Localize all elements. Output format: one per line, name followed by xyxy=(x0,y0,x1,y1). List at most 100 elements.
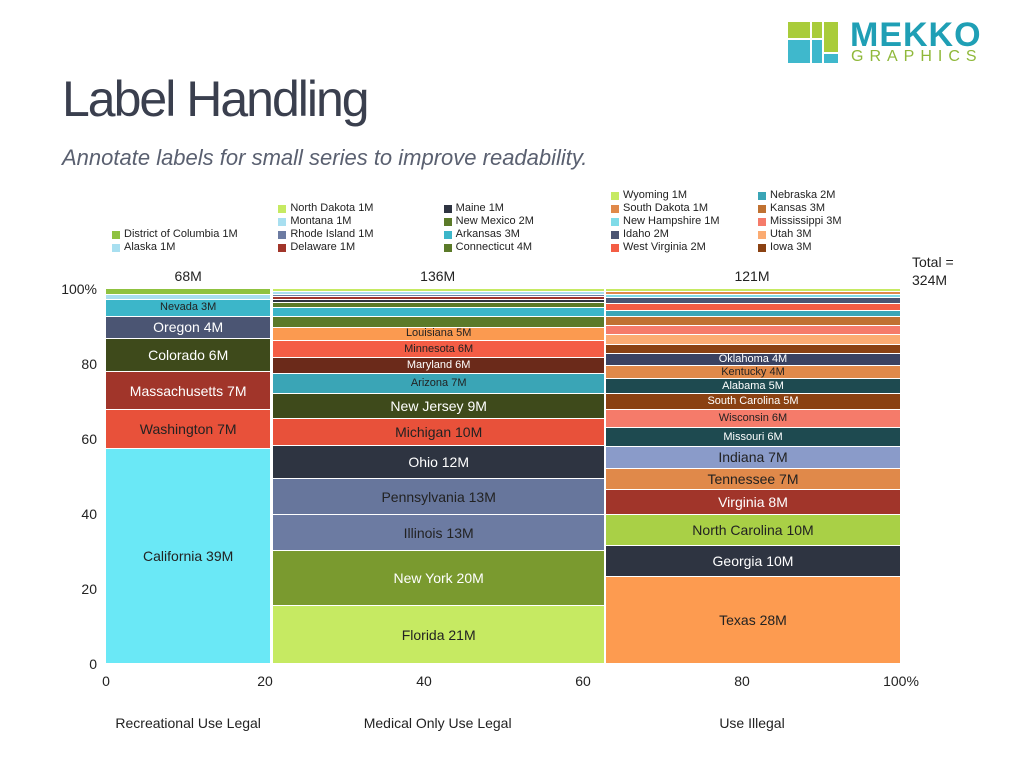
annotation-label: Kansas 3M xyxy=(770,202,826,214)
y-tick-label: 80 xyxy=(81,356,97,372)
segment-label: Oklahoma 4M xyxy=(718,354,788,366)
series-color-swatch xyxy=(758,191,766,200)
segment-label: Indiana 7M xyxy=(718,449,788,466)
small-series-annotation: Wyoming 1M xyxy=(611,189,687,202)
small-series-annotation: New Hampshire 1M xyxy=(611,215,720,228)
mekko-chart: California 39M Washington 7M Massachusetts… xyxy=(106,289,901,664)
small-series-annotation: Montana 1M xyxy=(278,215,351,228)
small-series-annotation: Delaware 1M xyxy=(278,241,355,254)
segment-texas: Texas 28M xyxy=(606,577,900,664)
segment-colorado: Colorado 6M xyxy=(106,338,271,372)
segment-minnesota: Minnesota 6M xyxy=(273,341,604,358)
segment-label: Colorado 6M xyxy=(148,346,229,363)
segment-kansas xyxy=(606,316,900,327)
x-tick-label: 0 xyxy=(102,673,110,689)
x-tick-label: 100% xyxy=(883,673,919,689)
column-category-label: Recreational Use Legal xyxy=(115,715,261,731)
annotation-label: Nebraska 2M xyxy=(770,189,836,201)
small-series-annotation: Nebraska 2M xyxy=(758,189,835,202)
series-color-swatch xyxy=(112,243,120,252)
small-series-annotation: Maine 1M xyxy=(443,202,504,215)
y-tick-label: 0 xyxy=(89,656,97,672)
column-total: 136M xyxy=(420,268,456,284)
segment-pennsylvania: Pennsylvania 13M xyxy=(273,479,604,516)
segment-label: Wisconsin 6M xyxy=(718,412,788,425)
segment-south-carolina: South Carolina 5M xyxy=(606,394,900,410)
annotation-label: New Mexico 2M xyxy=(455,215,534,227)
segment-label: New Jersey 9M xyxy=(390,397,487,414)
segment-iowa xyxy=(606,344,900,355)
segment-label: Georgia 10M xyxy=(712,553,794,570)
mekko-graphics-logo: MEKKO GRAPHICS xyxy=(788,16,998,65)
y-tick-label: 60 xyxy=(81,431,97,447)
segment-label: Louisiana 5M xyxy=(405,327,472,340)
annotation-label: Connecticut 4M xyxy=(455,241,533,253)
segment-louisiana: Louisiana 5M xyxy=(273,327,604,342)
y-tick-label: 40 xyxy=(81,506,97,522)
segment-montana xyxy=(273,291,604,295)
series-color-swatch xyxy=(278,217,287,226)
segment-label: Pennsylvania 13M xyxy=(381,488,496,505)
segment-florida: Florida 21M xyxy=(273,606,604,664)
segment-label: Kentucky 4M xyxy=(721,366,785,378)
segment-nevada: Nevada 3M xyxy=(106,300,271,317)
segment-label: North Carolina 10M xyxy=(692,522,814,539)
segment-nebraska xyxy=(606,310,900,317)
segment-label: California 39M xyxy=(143,547,234,564)
segment-label: Michigan 10M xyxy=(395,423,483,440)
segment-massachusetts: Massachusetts 7M xyxy=(106,371,271,411)
segment-label: Minnesota 6M xyxy=(404,342,474,355)
small-series-annotation: Alaska 1M xyxy=(112,241,175,254)
annotation-label: Rhode Island 1M xyxy=(290,228,374,240)
segment-rhode-island xyxy=(273,294,604,298)
small-series-annotation: District of Columbia 1M xyxy=(112,228,238,241)
series-color-swatch xyxy=(278,204,287,213)
small-series-annotation: New Mexico 2M xyxy=(443,215,534,228)
segment-virginia: Virginia 8M xyxy=(606,490,900,516)
series-color-swatch xyxy=(278,230,287,239)
small-series-annotation: West Virginia 2M xyxy=(611,241,706,254)
annotation-label: Utah 3M xyxy=(770,228,812,240)
small-series-annotation: Rhode Island 1M xyxy=(278,228,374,241)
segment-connecticut xyxy=(273,316,604,328)
annotation-label: North Dakota 1M xyxy=(290,202,374,214)
column-total: 121M xyxy=(734,268,770,284)
segment-label: Ohio 12M xyxy=(408,454,470,471)
series-color-swatch xyxy=(112,230,120,239)
segment-label: Oregon 4M xyxy=(153,319,224,336)
segment-alabama: Alabama 5M xyxy=(606,378,900,395)
segment-label: Maryland 6M xyxy=(406,359,471,372)
small-series-annotation: Mississippi 3M xyxy=(758,215,842,228)
segment-label: Florida 21M xyxy=(401,626,476,643)
segment-label: Missouri 6M xyxy=(723,430,783,443)
column-total: 68M xyxy=(174,268,202,284)
series-color-swatch xyxy=(611,217,619,226)
series-color-swatch xyxy=(443,243,452,252)
small-series-annotation: Connecticut 4M xyxy=(443,241,533,254)
series-color-swatch xyxy=(611,230,619,239)
segment-tennessee: Tennessee 7M xyxy=(606,468,900,491)
logo-text-graphics: GRAPHICS xyxy=(851,48,983,65)
series-color-swatch xyxy=(611,204,619,213)
segment-oklahoma: Oklahoma 4M xyxy=(606,354,900,367)
x-tick-label: 40 xyxy=(416,673,432,689)
total-value: 324M xyxy=(912,272,948,288)
segment-washington: Washington 7M xyxy=(106,410,271,449)
segment-kentucky: Kentucky 4M xyxy=(606,366,900,379)
series-color-swatch xyxy=(758,230,766,239)
segment-north-carolina: North Carolina 10M xyxy=(606,515,900,547)
annotation-label: Mississippi 3M xyxy=(770,215,842,227)
series-color-swatch xyxy=(443,217,452,226)
page-subtitle: Annotate labels for small series to impr… xyxy=(62,145,588,170)
segment-california: California 39M xyxy=(106,448,271,664)
grand-total: Total = 324M xyxy=(912,253,954,289)
segment-new-jersey: New Jersey 9M xyxy=(273,393,604,419)
annotation-label: District of Columbia 1M xyxy=(124,228,238,240)
segment-north-dakota xyxy=(273,289,604,292)
annotation-label: Wyoming 1M xyxy=(623,189,688,201)
total-label: Total = xyxy=(912,254,954,270)
small-series-annotation: Idaho 2M xyxy=(611,228,669,241)
segment-missouri: Missouri 6M xyxy=(606,428,900,448)
page-title: Label Handling xyxy=(62,71,370,127)
small-series-annotation: North Dakota 1M xyxy=(278,202,373,215)
